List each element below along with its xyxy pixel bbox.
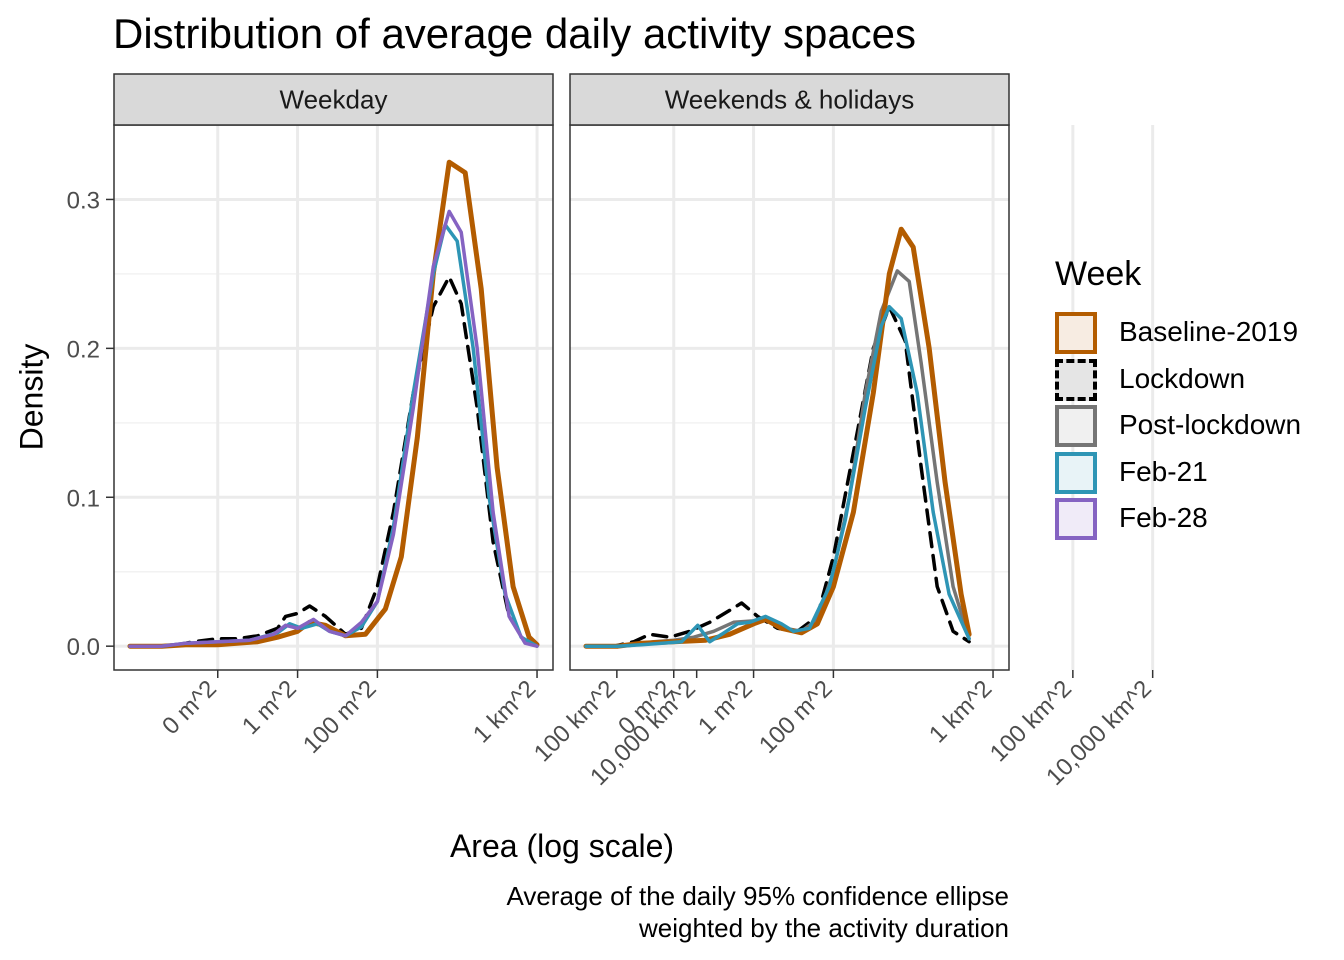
caption-line-2: weighted by the activity duration — [639, 913, 1009, 943]
legend-key — [1055, 451, 1097, 494]
x-tick-label: 0 m^2 — [157, 675, 222, 740]
x-tick-label: 1 m^2 — [693, 675, 758, 740]
legend-key — [1055, 358, 1097, 401]
y-tick-label: 0.2 — [67, 336, 100, 363]
facet-strip-label: Weekday — [280, 85, 388, 115]
y-tick-label: 0.0 — [67, 634, 100, 661]
x-tick-label: 1 m^2 — [237, 675, 302, 740]
legend-title: Week — [1055, 255, 1142, 293]
y-tick-label: 0.3 — [67, 187, 100, 214]
x-tick-label: 100 m^2 — [754, 675, 838, 759]
chart-title: Distribution of average daily activity s… — [113, 10, 917, 57]
x-tick-label: 1 km^2 — [924, 675, 997, 748]
facet-strip — [113, 73, 554, 126]
facet-strip-label: Weekends & holidays — [665, 85, 915, 115]
legend-label: Feb-21 — [1119, 455, 1208, 487]
series-line-feb-21 — [584, 304, 971, 648]
legend-key — [1055, 405, 1097, 447]
x-axis-label: Area (log scale) — [449, 828, 675, 864]
series-line-baseline-2019 — [127, 159, 540, 649]
x-tick-label: 100 m^2 — [298, 675, 382, 759]
caption: Average of the daily 95% confidence elli… — [506, 880, 1009, 944]
legend-key — [1055, 498, 1097, 540]
x-tick-label: 1 km^2 — [468, 675, 541, 748]
legend-label: Post-lockdown — [1119, 409, 1302, 440]
y-axis-label: Density — [13, 343, 50, 451]
y-tick-label: 0.1 — [67, 485, 100, 512]
panel-background — [570, 125, 1009, 670]
facet-strip — [569, 73, 1010, 126]
series-line-feb-28 — [128, 209, 539, 648]
legend-label: Feb-28 — [1119, 502, 1208, 533]
legend-label: Baseline-2019 — [1119, 316, 1299, 347]
caption-line-1: Average of the daily 95% confidence elli… — [506, 881, 1009, 911]
legend-label: Lockdown — [1119, 362, 1246, 394]
legend-key — [1055, 312, 1097, 354]
panel-background — [114, 125, 553, 670]
